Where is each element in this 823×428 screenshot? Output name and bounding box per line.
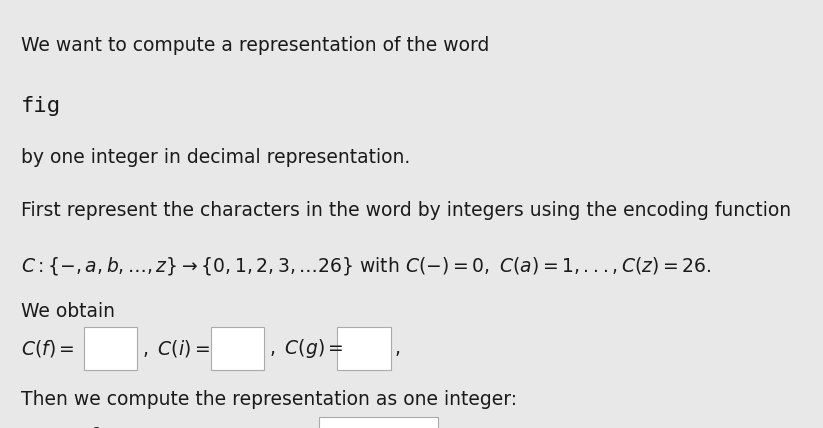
FancyBboxPatch shape <box>337 327 391 370</box>
FancyBboxPatch shape <box>84 327 137 370</box>
Text: $,\ C(i) =$: $,\ C(i) =$ <box>142 338 211 360</box>
Text: $C:\{-, a, b, \ldots, z\} \rightarrow \{0, 1, 2, 3, \ldots 26\}$ with $C(-) = 0,: $C:\{-, a, b, \ldots, z\} \rightarrow \{… <box>21 255 711 276</box>
Text: $C(f) =$: $C(f) =$ <box>21 338 74 360</box>
Text: $,$: $,$ <box>394 339 400 358</box>
Text: Then we compute the representation as one integer:: Then we compute the representation as on… <box>21 390 517 409</box>
FancyBboxPatch shape <box>319 417 438 428</box>
FancyBboxPatch shape <box>211 327 264 370</box>
Text: We obtain: We obtain <box>21 302 114 321</box>
Text: First represent the characters in the word by integers using the encoding functi: First represent the characters in the wo… <box>21 201 791 220</box>
Text: We want to compute a representation of the word: We want to compute a representation of t… <box>21 36 489 55</box>
Text: by one integer in decimal representation.: by one integer in decimal representation… <box>21 148 410 166</box>
Text: $C(f) \cdot 27^2 + C(i) \cdot 27 + C(g) =$: $C(f) \cdot 27^2 + C(i) \cdot 27 + C(g) … <box>21 426 277 428</box>
Text: fig: fig <box>21 96 61 116</box>
Text: $,\ C(g) =$: $,\ C(g) =$ <box>269 337 344 360</box>
